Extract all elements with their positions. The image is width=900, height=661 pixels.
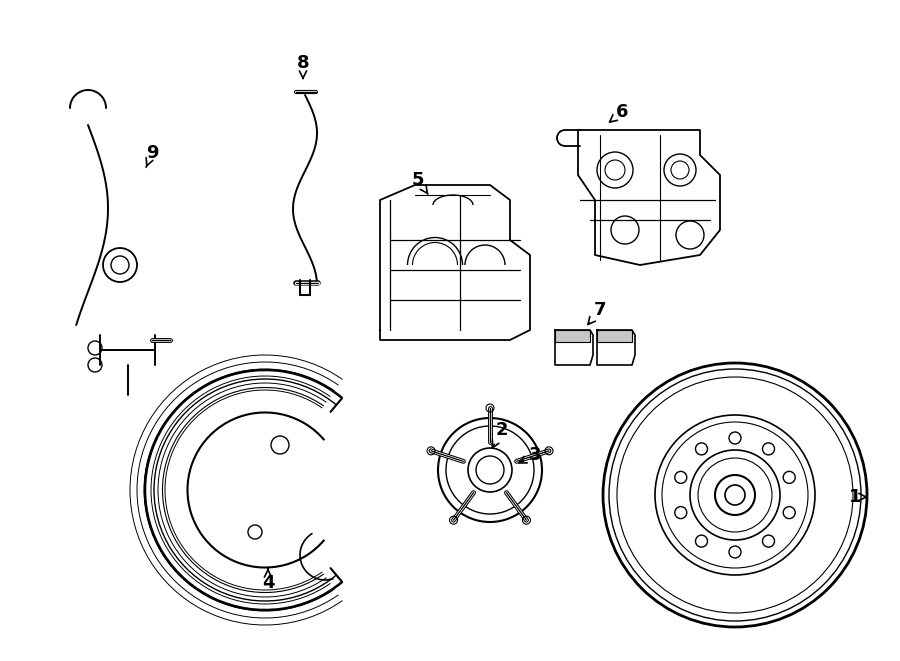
Text: 2: 2 [492, 421, 508, 448]
Text: 1: 1 [849, 488, 867, 506]
Text: 9: 9 [146, 144, 158, 167]
Polygon shape [597, 330, 632, 342]
Text: 3: 3 [519, 446, 541, 464]
Polygon shape [555, 330, 590, 342]
Polygon shape [555, 330, 593, 365]
Polygon shape [380, 185, 530, 340]
Text: 4: 4 [262, 568, 274, 592]
Text: 7: 7 [588, 301, 607, 325]
Polygon shape [597, 330, 635, 365]
Polygon shape [578, 130, 720, 265]
Text: 8: 8 [297, 54, 310, 79]
Text: 6: 6 [609, 103, 628, 122]
Text: 5: 5 [412, 171, 428, 194]
